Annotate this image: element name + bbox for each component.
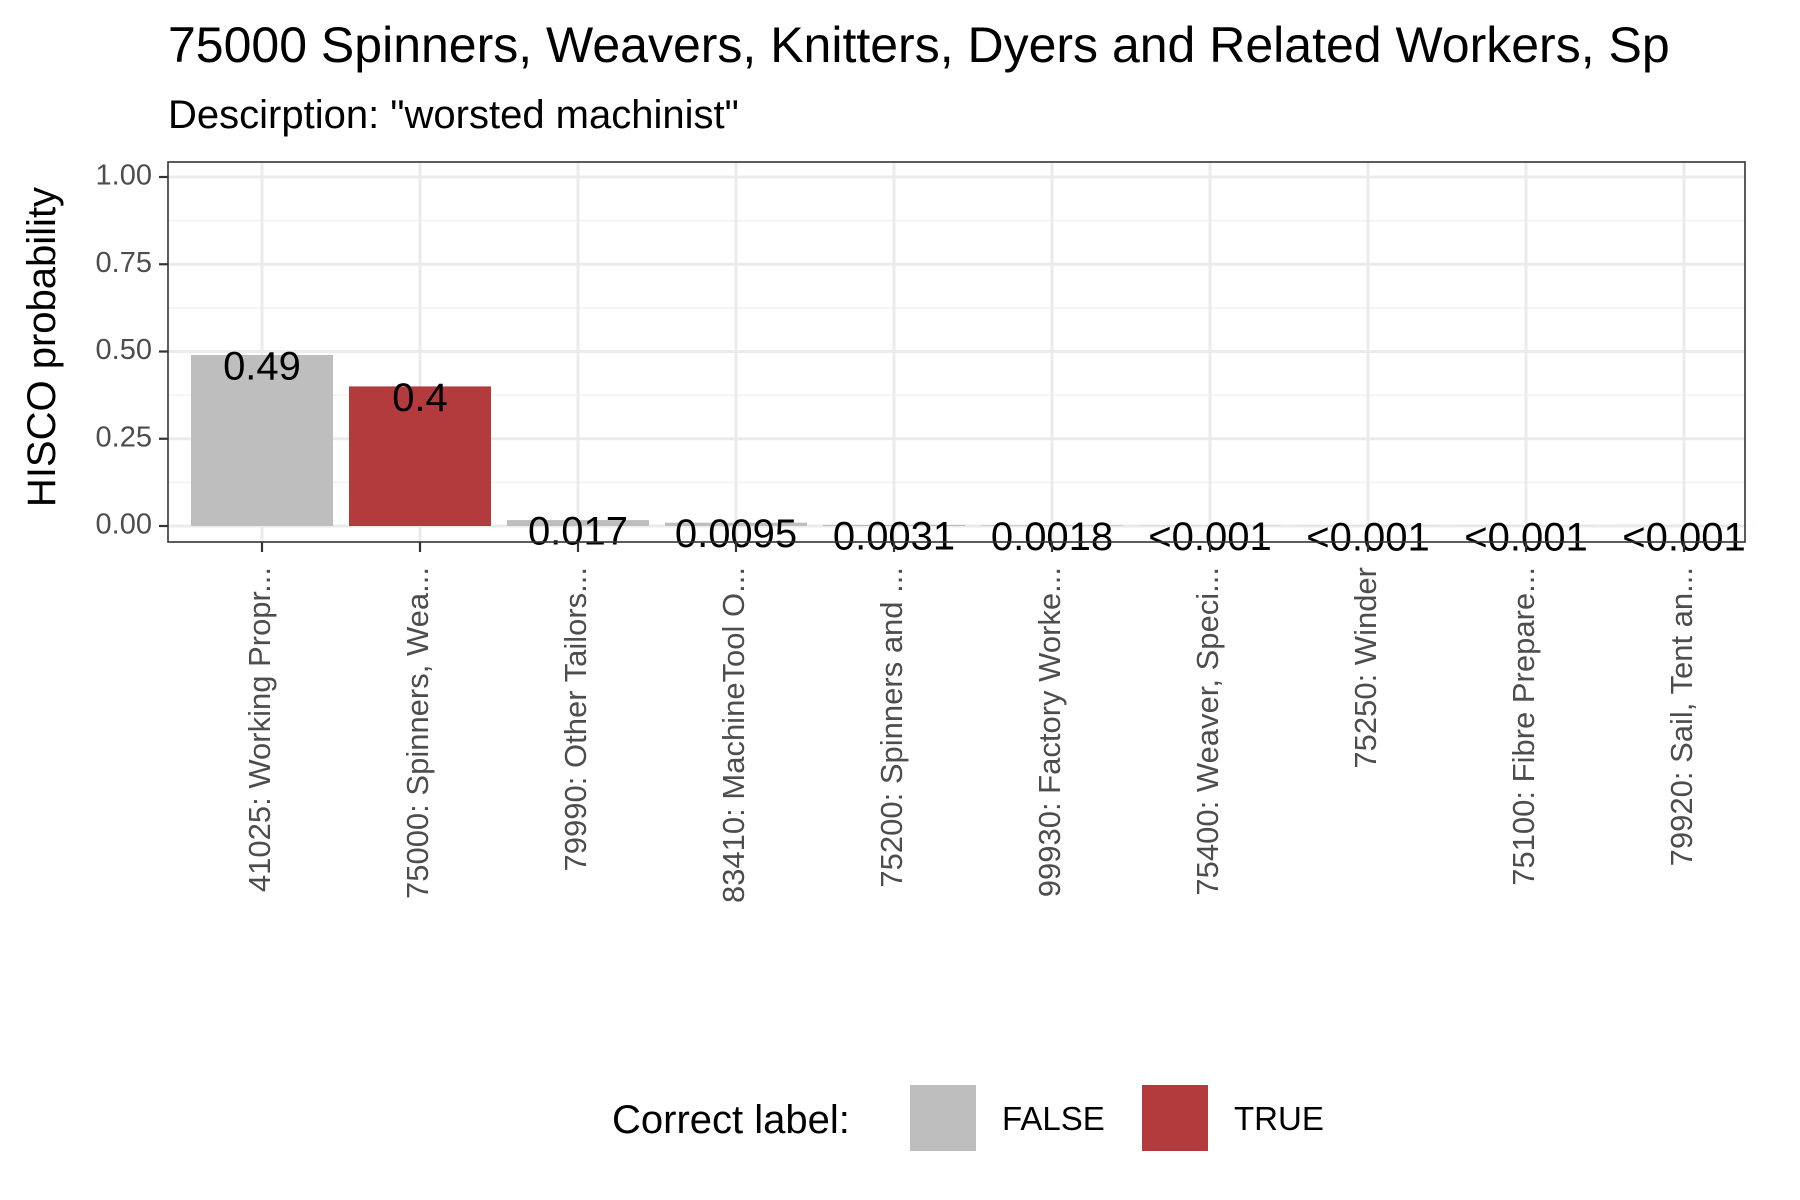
data-label: <0.001: [1306, 515, 1429, 559]
x-tick-label: 75000: Spinners, Wea...: [400, 567, 435, 899]
x-tick-label: 83410: MachineTool O...: [716, 567, 751, 903]
x-tick-label: 75200: Spinners and ...: [874, 567, 909, 888]
chart-title: 75000 Spinners, Weavers, Knitters, Dyers…: [168, 17, 1670, 73]
y-tick-label: 0.50: [96, 334, 152, 366]
x-tick-label: 79920: Sail, Tent an...: [1664, 567, 1699, 866]
x-tick-label: 41025: Working Propr...: [242, 567, 277, 892]
legend-title: Correct label:: [612, 1098, 850, 1142]
bar: [981, 525, 1123, 526]
bars: [191, 354, 1755, 526]
x-tick-label: 75250: Winder: [1348, 567, 1383, 769]
bar: [665, 522, 807, 526]
chart-subtitle: Descirption: "worsted machinist": [168, 93, 739, 137]
bar: [191, 354, 333, 526]
legend-key-true: [1142, 1085, 1208, 1151]
legend-label-true: TRUE: [1234, 1100, 1324, 1137]
legend-key-false: [910, 1085, 976, 1151]
y-tick-label: 0.75: [96, 247, 152, 279]
y-axis-label: HISCO probability: [20, 187, 64, 507]
y-axis: 0.00 0.25 0.50 0.75 1.00: [96, 160, 168, 541]
bar: [349, 386, 491, 526]
x-tick-label: 99930: Factory Worke...: [1032, 567, 1067, 897]
data-label: <0.001: [1464, 515, 1587, 559]
legend-label-false: FALSE: [1002, 1100, 1105, 1137]
data-label: 0.4: [392, 376, 448, 420]
bar: [823, 524, 965, 526]
legend: Correct label: FALSE TRUE: [612, 1085, 1324, 1151]
y-tick-label: 1.00: [96, 160, 152, 192]
x-tick-label: 79990: Other Tailors...: [558, 567, 593, 871]
x-axis: 41025: Working Propr... 75000: Spinners, …: [242, 542, 1699, 903]
x-tick-label: 75100: Fibre Prepare...: [1506, 567, 1541, 886]
y-tick-label: 0.00: [96, 509, 152, 541]
y-tick-label: 0.25: [96, 421, 152, 453]
data-label: <0.001: [1622, 515, 1745, 559]
data-label: 0.0018: [991, 515, 1113, 559]
x-tick-label: 75400: Weaver, Speci...: [1190, 567, 1225, 896]
data-label: 0.49: [223, 345, 301, 389]
bar: [507, 520, 649, 526]
data-labels: 0.490.40.017 0.0095 0.0031 0.0018 <0.001 <0.0…: [223, 345, 1746, 560]
data-label: <0.001: [1148, 515, 1271, 559]
